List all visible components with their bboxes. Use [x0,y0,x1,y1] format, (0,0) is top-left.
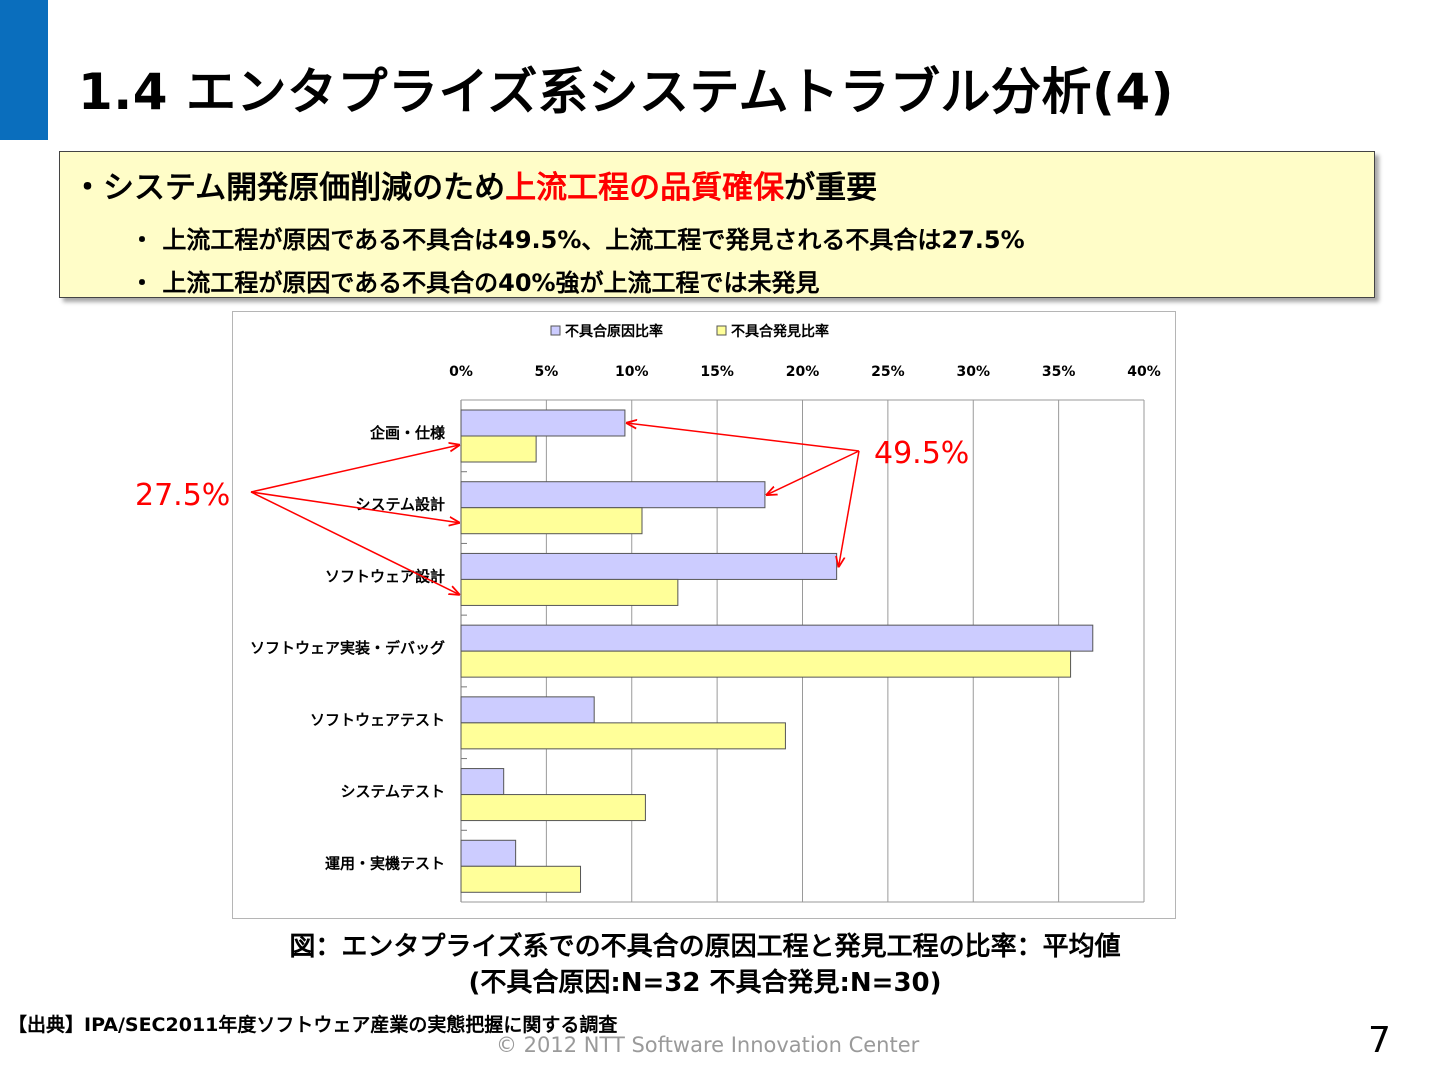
summary-sub-bullet: ・ 上流工程が原因である不具合の40%強が上流工程では未発見 [130,269,820,297]
bar [460,552,838,580]
legend-label: 不具合原因比率 [565,323,663,340]
summary-box: ・システム開発原価削減のため上流工程の品質確保が重要 ・ 上流工程が原因である不… [59,151,1375,298]
x-tick-label: 15% [700,364,734,380]
annotation-arrow [250,491,459,594]
bar [460,507,643,535]
bar-chart: 不具合原因比率 不具合発見比率 0% 5% 10% 15% 20% 25% 30% 35% 40% 企… [135,323,1161,903]
bar [460,650,1072,678]
summary-main-prefix: システム開発原価削減のため [103,170,506,206]
legend-label: 不具合発見比率 [731,323,829,340]
annotation-label: 49.5% [874,436,969,471]
category-label: ソフトウェア設計 [325,567,445,585]
bar [460,435,537,463]
page-number: 7 [1368,1020,1391,1061]
category-label: ソフトウェア実装・デバッグ [250,639,445,657]
x-tick-label: 0% [449,364,473,380]
annotation-label: 27.5% [135,478,230,513]
bar [460,839,517,867]
bar [460,578,679,606]
bar [460,481,766,509]
x-tick-label: 10% [615,364,649,380]
chart-area: 不具合原因比率 不具合発見比率 0% 5% 10% 15% 20% 25% 30% 35% 40% 企… [135,311,1176,919]
x-tick-label: 40% [1127,364,1161,380]
bar [460,865,582,893]
x-tick-label: 20% [786,364,820,380]
bar [460,624,1094,652]
bar [460,722,786,750]
copyright: © 2012 NTT Software Innovation Center [496,1033,920,1057]
legend-swatch [550,325,561,336]
annotation-arrow [250,491,459,523]
legend-swatch [716,325,727,336]
x-tick-label: 5% [534,364,558,380]
annotation-arrow [627,423,860,452]
summary-main-highlight: 上流工程の品質確保 [505,170,785,206]
category-label: 企画・仕様 [369,424,446,442]
source-citation: 【出典】IPA/SEC2011年度ソフトウェア産業の実態把握に関する調査 [8,1014,618,1036]
category-label: ソフトウェアテスト [310,711,445,729]
bar [460,409,626,437]
x-tick-label: 25% [871,364,905,380]
category-label: システム設計 [355,496,445,514]
accent-bar [0,0,48,140]
annotation-arrow [250,445,459,493]
bar [460,794,646,822]
figure-caption-sample-size: (不具合原因:N=32 不具合発見:N=30) [468,968,942,998]
bullet-marker: ・ [72,170,103,206]
x-tick-label: 30% [956,364,990,380]
slide-title: 1.4 エンタプライズ系システムトラブル分析(4) [78,63,1174,121]
annotation-arrow [839,450,860,566]
bar [460,696,595,724]
category-label: 運用・実機テスト [325,854,445,872]
summary-sub-bullet: ・ 上流工程が原因である不具合は49.5%、上流工程で発見される不具合は27.5… [130,226,1025,254]
category-label: システムテスト [340,783,445,801]
summary-main-bullet: ・システム開発原価削減のため上流工程の品質確保が重要 [72,162,877,207]
summary-main-suffix: が重要 [784,170,878,206]
annotation-arrow [767,450,860,495]
bar [460,768,505,796]
x-tick-label: 35% [1042,364,1076,380]
figure-caption: 図：エンタプライズ系での不具合の原因工程と発見工程の比率：平均値 [289,932,1121,962]
